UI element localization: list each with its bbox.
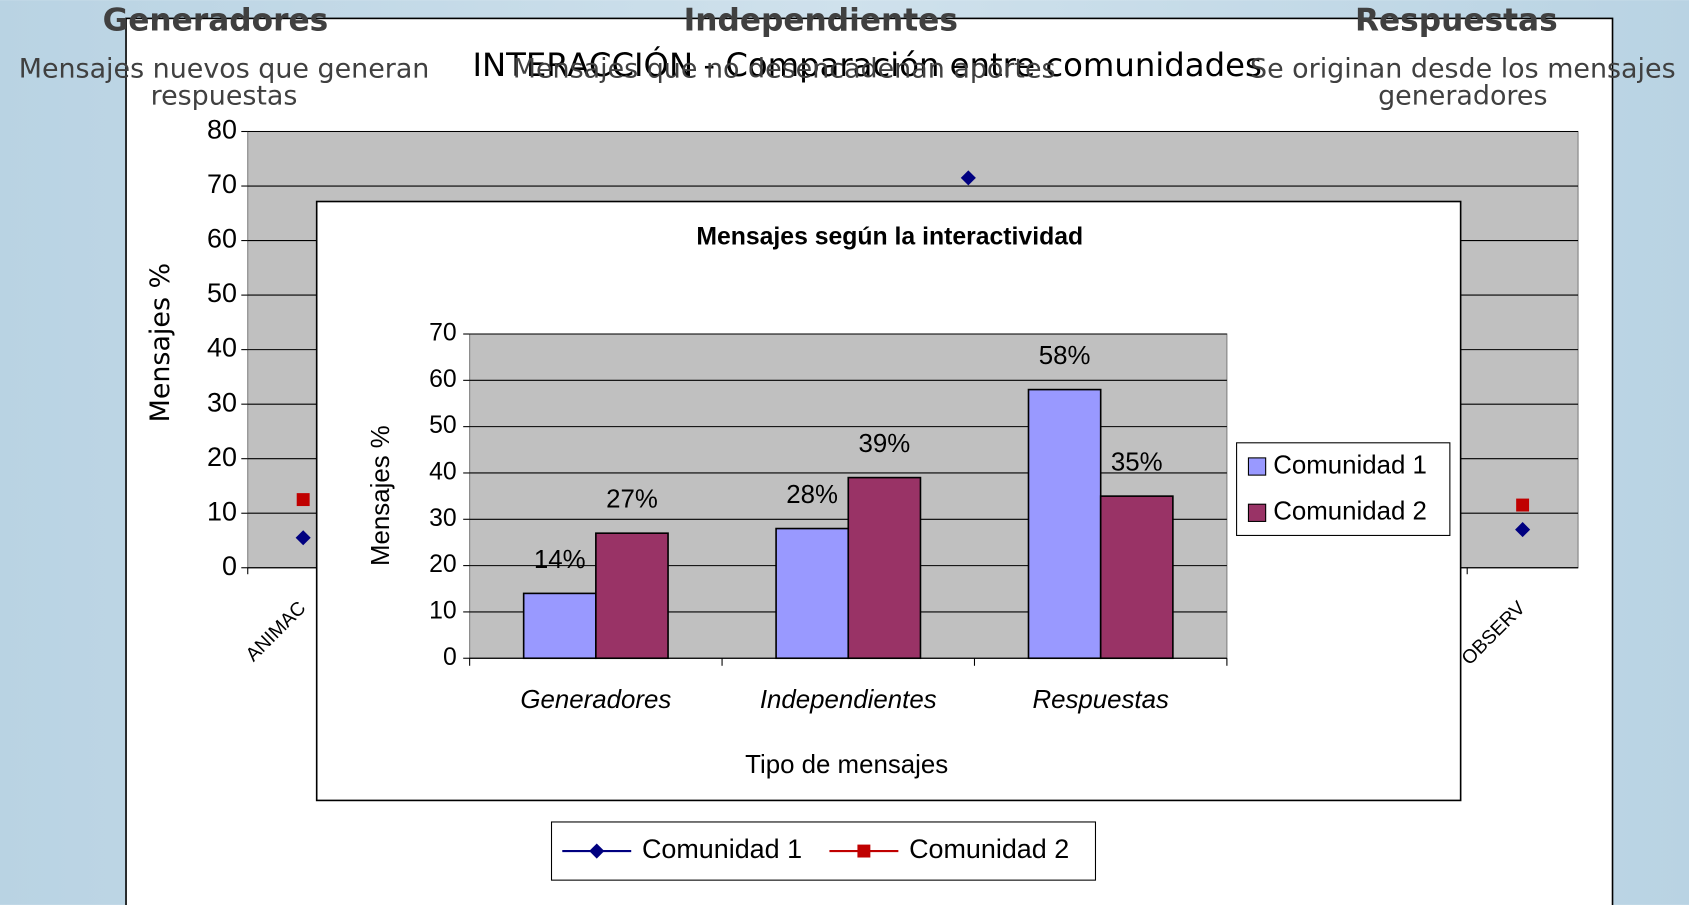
x-tick-label: Respuestas	[1032, 686, 1169, 714]
y-tick-label: 20	[207, 442, 237, 472]
header-description: Se originan desde los mensajes	[1250, 54, 1676, 85]
header-title: Independientes	[684, 3, 958, 39]
header-description: Mensajes nuevos que generan	[19, 54, 430, 85]
y-tick-label: 0	[222, 551, 237, 581]
legend-label: Comunidad 2	[909, 834, 1069, 864]
header-title: Respuestas	[1355, 3, 1558, 39]
y-axis-label: Mensajes %	[145, 263, 176, 423]
legend-swatch	[1247, 457, 1267, 476]
header-description: Mensajes que no desencadenan aportes	[513, 54, 1056, 85]
data-label: 58%	[1039, 342, 1091, 370]
y-tick-label: 10	[207, 496, 237, 526]
y-tick-label: 80	[207, 115, 237, 145]
headers: Generadores Mensajes nuevos que generanre…	[19, 3, 1676, 112]
legend-label: Comunidad 2	[1273, 498, 1427, 526]
y-tick-label: 50	[207, 278, 237, 308]
y-tick-label: 20	[429, 551, 457, 578]
y-tick-label: 0	[443, 644, 457, 671]
data-label: 39%	[858, 430, 910, 458]
chart-title: INTERACCIÓN - Comparación entre comunida…	[472, 45, 1261, 84]
x-tick-label: Generadores	[520, 686, 671, 714]
bar	[1099, 495, 1174, 660]
data-point	[296, 493, 310, 507]
y-tick-label: 40	[429, 459, 457, 486]
data-label: 28%	[786, 481, 838, 509]
y-tick-label: 40	[207, 333, 237, 363]
bar	[1027, 388, 1102, 660]
y-tick-label: 10	[429, 597, 457, 624]
y-tick-label: 50	[429, 412, 457, 439]
legend-marker	[589, 843, 605, 859]
legend-label: Comunidad 1	[642, 834, 802, 864]
legend-label: Comunidad 1	[1273, 451, 1427, 479]
x-axis-label: Tipo de mensajes	[745, 751, 948, 779]
bar-chart: 0 10 20 30 40 50 60 70 Generadores Independientes…	[315, 200, 1462, 802]
legend-box	[550, 821, 1097, 881]
legend-marker	[857, 844, 871, 858]
bar	[775, 527, 850, 660]
bar	[595, 532, 669, 660]
data-point	[960, 170, 976, 186]
data-label: 14%	[534, 546, 586, 574]
y-tick-label: 30	[429, 505, 457, 532]
bar	[522, 592, 597, 660]
y-tick-label: 70	[207, 169, 237, 199]
data-point	[1516, 498, 1530, 512]
y-tick-label: 60	[429, 366, 457, 393]
chart-title: Mensajes según la interactividad	[696, 224, 1083, 251]
x-tick-label: Independientes	[760, 686, 937, 714]
data-label: 27%	[606, 486, 658, 514]
y-axis-label: Mensajes %	[367, 425, 395, 566]
y-tick-label: 60	[207, 224, 237, 254]
header-description: generadores	[1378, 81, 1547, 112]
header-description: respuestas	[151, 81, 298, 112]
y-tick-label: 70	[429, 320, 457, 347]
legend-box	[1236, 442, 1451, 536]
header-title: Generadores	[103, 3, 329, 39]
data-label: 35%	[1111, 449, 1163, 477]
legend-swatch	[1247, 503, 1267, 522]
y-tick-label: 30	[207, 387, 237, 417]
bar	[847, 476, 922, 660]
